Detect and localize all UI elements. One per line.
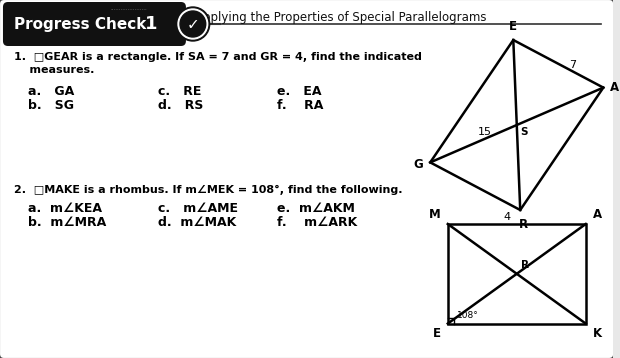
Text: R: R [521, 260, 529, 270]
Text: A: A [593, 208, 602, 221]
Text: f.    RA: f. RA [277, 99, 323, 112]
Circle shape [178, 9, 208, 39]
Text: d.  m∠MAK: d. m∠MAK [158, 216, 236, 229]
Text: E: E [509, 20, 517, 33]
Text: 15: 15 [477, 127, 492, 137]
Text: 1.  □GEAR is a rectangle. If SA = 7 and GR = 4, find the indicated: 1. □GEAR is a rectangle. If SA = 7 and G… [14, 52, 422, 62]
Text: d.   RS: d. RS [158, 99, 203, 112]
Text: R: R [519, 218, 528, 231]
Circle shape [176, 7, 210, 41]
Text: e.  m∠AKM: e. m∠AKM [277, 202, 355, 215]
Text: a.   GA: a. GA [28, 85, 74, 98]
Text: a.  m∠KEA: a. m∠KEA [28, 202, 102, 215]
Text: 7: 7 [569, 59, 577, 69]
Text: f.    m∠ARK: f. m∠ARK [277, 216, 357, 229]
Text: 2.  □MAKE is a rhombus. If m∠MEK = 108°, find the following.: 2. □MAKE is a rhombus. If m∠MEK = 108°, … [14, 185, 402, 195]
Text: 4: 4 [503, 212, 510, 222]
Text: A: A [610, 81, 619, 94]
FancyBboxPatch shape [3, 2, 186, 46]
Text: e.   EA: e. EA [277, 85, 321, 98]
Text: ✓: ✓ [187, 18, 199, 33]
Text: G: G [414, 158, 423, 171]
Text: b.  m∠MRA: b. m∠MRA [28, 216, 106, 229]
Text: Applying the Properties of Special Parallelograms: Applying the Properties of Special Paral… [195, 10, 487, 24]
Text: M: M [429, 208, 441, 221]
Circle shape [180, 11, 206, 37]
Text: c.   m∠AME: c. m∠AME [158, 202, 238, 215]
Text: .....................: ..................... [110, 6, 147, 11]
Text: K: K [593, 326, 602, 340]
Text: measures.: measures. [14, 65, 94, 75]
Text: 1: 1 [145, 15, 158, 33]
Text: b.   SG: b. SG [28, 99, 74, 112]
Text: c.   RE: c. RE [158, 85, 202, 98]
Text: E: E [433, 326, 441, 340]
Text: S: S [521, 127, 528, 137]
Text: Progress Check: Progress Check [14, 16, 146, 32]
Text: 108°: 108° [457, 311, 479, 320]
